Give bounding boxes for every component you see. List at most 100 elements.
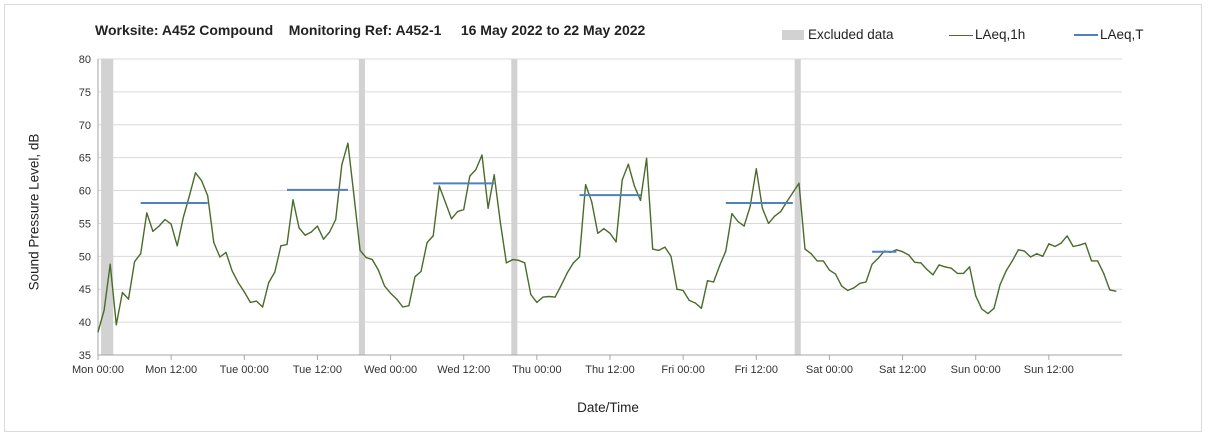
x-tick-label: Sat 00:00 <box>806 364 853 376</box>
data-point-laeq1h <box>237 282 239 284</box>
data-point-laeq1h <box>396 298 398 300</box>
data-point-laeq1h <box>786 201 788 203</box>
data-point-laeq1h <box>426 241 428 244</box>
data-point-laeq1h <box>1084 242 1087 244</box>
data-point-laeq1h <box>1109 289 1111 291</box>
data-point-laeq1h <box>609 232 611 234</box>
legend-item-laeqt: LAeq,T <box>1074 27 1144 42</box>
data-point-laeq1h <box>773 215 776 217</box>
data-point-laeq1h <box>798 182 800 184</box>
chart-frame <box>4 4 1202 432</box>
data-point-laeq1h <box>481 154 483 156</box>
data-point-laeq1h <box>359 249 361 252</box>
data-point-laeq1h <box>920 262 922 264</box>
data-point-laeq1h <box>389 292 392 294</box>
data-point-laeq1h <box>615 241 617 243</box>
data-point-laeq1h <box>133 260 136 263</box>
data-point-laeq1h <box>993 307 995 309</box>
data-point-laeq1h <box>511 259 514 261</box>
data-point-laeq1h <box>164 218 166 221</box>
data-point-laeq1h <box>639 199 642 202</box>
data-point-laeq1h <box>475 168 477 171</box>
data-point-laeq1h <box>188 195 191 197</box>
x-tick-label: Tue 12:00 <box>293 364 342 376</box>
data-point-laeq1h <box>420 270 422 273</box>
data-point-laeq1h <box>280 245 282 247</box>
data-point-laeq1h <box>231 270 233 272</box>
data-point-laeq1h <box>908 254 910 256</box>
data-point-laeq1h <box>914 261 916 263</box>
data-point-laeq1h <box>816 260 818 262</box>
data-point-laeq1h <box>944 266 946 268</box>
data-point-laeq1h <box>597 232 599 234</box>
data-point-laeq1h <box>310 231 312 233</box>
y-tick-label: 55 <box>79 218 91 230</box>
data-point-laeq1h <box>834 273 837 275</box>
data-point-laeq1h <box>749 205 751 207</box>
data-point-laeq1h <box>865 281 867 283</box>
data-point-laeq1h <box>121 291 123 294</box>
data-point-laeq1h <box>1103 272 1105 275</box>
data-point-laeq1h <box>1011 260 1013 262</box>
data-point-laeq1h <box>499 221 501 223</box>
data-point-laeq1h <box>792 191 794 194</box>
data-point-laeq1h <box>383 285 386 287</box>
data-point-laeq1h <box>658 249 660 252</box>
data-point-laeq1h <box>578 256 581 258</box>
data-point-laeq1h <box>493 174 495 176</box>
data-point-laeq1h <box>1078 244 1080 246</box>
y-tick-label: 45 <box>79 284 91 296</box>
legend-label-laeq1h: LAeq,1h <box>975 27 1026 42</box>
data-point-laeq1h <box>463 209 465 211</box>
data-point-laeq1h <box>603 228 605 230</box>
data-point-laeq1h <box>402 306 404 308</box>
data-point-laeq1h <box>487 207 489 209</box>
data-point-laeq1h <box>975 295 977 297</box>
data-point-laeq1h <box>457 211 459 213</box>
data-point-laeq1h <box>999 284 1001 286</box>
legend-item-laeq1h: LAeq,1h <box>949 27 1025 42</box>
data-point-laeq1h <box>877 257 879 259</box>
data-point-laeq1h <box>316 225 319 227</box>
data-point-laeq1h <box>127 298 130 300</box>
data-point-laeq1h <box>841 285 843 287</box>
data-point-laeq1h <box>255 300 258 302</box>
data-point-laeq1h <box>432 235 434 237</box>
data-point-laeq1h <box>438 185 440 187</box>
data-point-laeq1h <box>182 216 184 219</box>
x-axis-label: Date/Time <box>577 400 639 415</box>
data-point-laeq1h <box>688 299 690 302</box>
y-tick-label: 80 <box>79 54 91 66</box>
data-point-laeq1h <box>706 280 709 282</box>
data-point-laeq1h <box>347 142 349 144</box>
data-point-laeq1h <box>450 218 453 220</box>
series-line-laeq1h <box>97 142 1117 333</box>
y-tick-label: 65 <box>79 153 91 165</box>
data-point-laeq1h <box>261 306 264 308</box>
data-point-laeq1h <box>731 212 733 215</box>
data-point-laeq1h <box>591 201 593 203</box>
data-point-laeq1h <box>633 185 635 187</box>
legend-swatch-excluded <box>782 30 804 41</box>
excluded-band <box>794 59 801 355</box>
y-tick-label: 70 <box>79 120 91 132</box>
y-tick-label: 35 <box>79 350 91 362</box>
data-point-laeq1h <box>1005 270 1007 272</box>
data-point-laeq1h <box>652 248 654 250</box>
data-point-laeq1h <box>146 212 148 214</box>
data-point-laeq1h <box>1036 253 1038 255</box>
y-tick-label: 75 <box>79 87 91 99</box>
x-tick-label: Mon 12:00 <box>145 364 197 376</box>
x-tick-label: Fri 00:00 <box>661 364 704 376</box>
data-point-laeq1h <box>670 255 672 257</box>
data-point-laeq1h <box>97 331 99 333</box>
data-point-laeq1h <box>981 308 983 310</box>
data-point-laeq1h <box>987 312 989 315</box>
data-point-laeq1h <box>804 248 806 250</box>
data-point-laeq1h <box>249 301 251 303</box>
data-point-laeq1h <box>560 284 562 286</box>
data-point-laeq1h <box>274 271 276 273</box>
data-point-laeq1h <box>194 172 197 174</box>
x-tick-label: Thu 00:00 <box>512 364 562 376</box>
y-tick-label: 40 <box>79 317 91 329</box>
